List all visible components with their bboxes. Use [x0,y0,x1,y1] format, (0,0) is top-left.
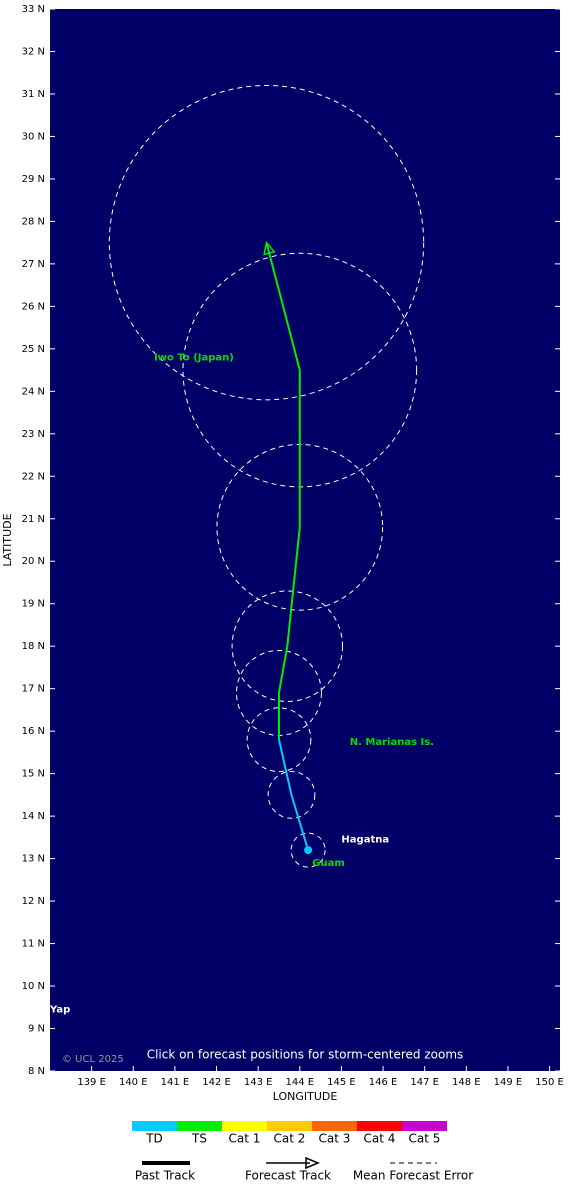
forecast-error-circle [290,832,326,868]
y-axis-label: LATITUDE [1,513,14,566]
y-tick-label: 26 N [22,301,45,312]
y-tick-label: 10 N [22,981,45,992]
y-tick-label: 28 N [22,216,45,227]
place-label: Guam [312,858,345,869]
y-tick-label: 15 N [22,769,45,780]
track-segment [265,242,301,371]
place-label: Hagatna [341,834,389,845]
intensity-swatch [177,1121,222,1131]
x-tick-label: 150 E [535,1077,564,1088]
y-tick-label: 22 N [22,471,45,482]
track-arrowhead [263,240,276,256]
y-tick-label: 20 N [22,556,45,567]
intensity-swatch [357,1121,402,1131]
legend-label: Forecast Track [245,1169,331,1183]
x-tick-label: 147 E [410,1077,439,1088]
intensity-label: Cat 5 [409,1132,441,1146]
intensity-swatch [222,1121,267,1131]
y-tick-label: 25 N [22,344,45,355]
intensity-swatch [267,1121,312,1131]
intensity-swatch [402,1121,447,1131]
place-label: N. Marianas Is. [350,737,434,748]
x-tick-label: 140 E [119,1077,148,1088]
y-tick-label: 9 N [28,1024,45,1035]
legend-label: Past Track [135,1169,195,1183]
intensity-swatch [312,1121,357,1131]
intensity-label: Cat 1 [229,1132,261,1146]
forecast-error-circle [267,771,316,819]
x-tick-label: 141 E [161,1077,190,1088]
track-segment [290,794,310,851]
y-tick-label: 17 N [22,684,45,695]
y-tick-label: 16 N [22,726,45,737]
y-tick-label: 8 N [28,1066,45,1077]
y-tick-label: 14 N [22,811,45,822]
x-tick-label: 148 E [452,1077,481,1088]
track-segment [278,739,293,796]
credit: © UCL 2025 [62,1054,124,1065]
x-tick-label: 146 E [369,1077,398,1088]
y-tick-label: 30 N [22,131,45,142]
x-tick-label: 145 E [327,1077,356,1088]
intensity-label: Cat 3 [319,1132,351,1146]
intensity-label: TD [145,1132,163,1146]
y-tick-label: 27 N [22,259,45,270]
x-tick-label: 142 E [202,1077,231,1088]
x-axis-label: LONGITUDE [273,1090,338,1103]
y-tick-label: 31 N [22,89,45,100]
forecast-error-circle [231,590,344,702]
x-tick-label: 139 E [77,1077,106,1088]
ocean [50,9,560,1071]
y-tick-label: 18 N [22,641,45,652]
y-tick-label: 21 N [22,514,45,525]
y-tick-label: 19 N [22,599,45,610]
place-label: Iwo To (Japan) [154,352,234,363]
y-tick-label: 11 N [22,939,45,950]
note[interactable]: Click on forecast positions for storm-ce… [147,1048,464,1062]
current-position [304,846,313,855]
y-tick-label: 23 N [22,429,45,440]
intensity-label: Cat 4 [364,1132,396,1146]
x-tick-label: 144 E [285,1077,314,1088]
intensity-label: Cat 2 [274,1132,306,1146]
intensity-swatch [132,1121,177,1131]
y-tick-label: 24 N [22,386,45,397]
y-tick-label: 13 N [22,854,45,865]
y-tick-label: 12 N [22,896,45,907]
y-tick-label: 29 N [22,174,45,185]
forecast-error-circle [108,84,425,401]
legend-label: Mean Forecast Error [353,1169,473,1183]
forecast-error-circle [246,707,312,773]
forecast-arrow-swatch [305,1156,320,1170]
y-tick-label: 32 N [22,46,45,57]
track-segment [286,527,301,647]
x-tick-label: 143 E [244,1077,273,1088]
place-label: Yap [49,1004,70,1015]
y-tick-label: 33 N [22,4,45,15]
x-tick-label: 149 E [494,1077,523,1088]
intensity-label: TS [191,1132,207,1146]
track-segment [277,646,289,694]
